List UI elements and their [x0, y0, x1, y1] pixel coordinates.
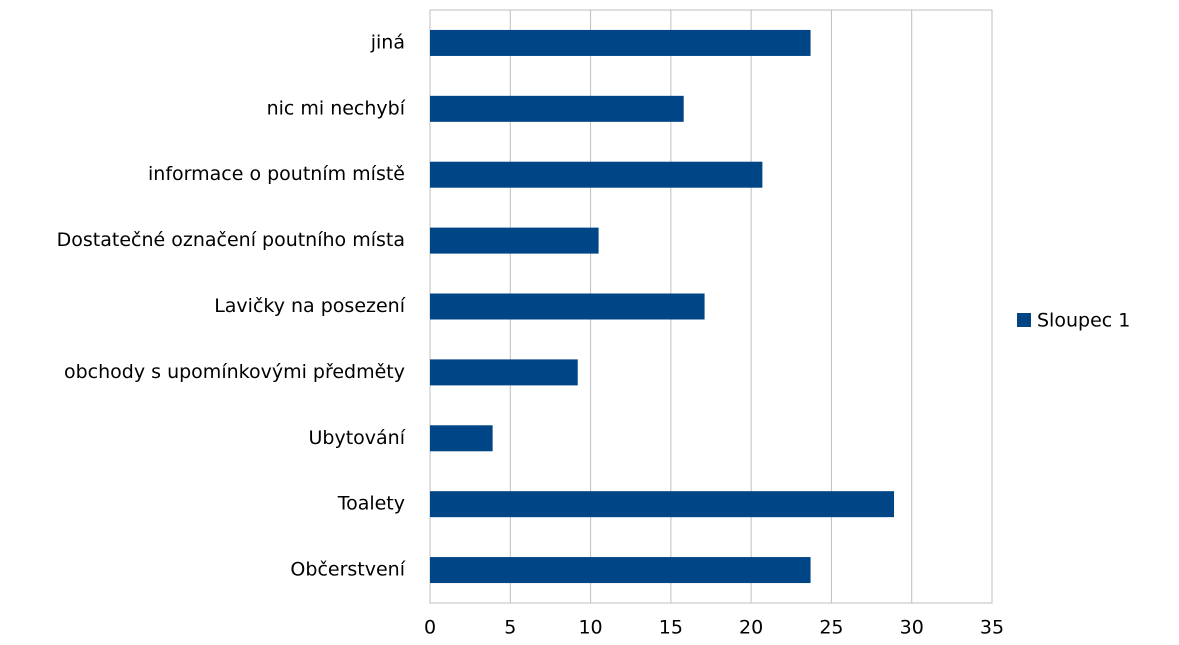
bar	[430, 557, 811, 584]
legend-swatch	[1017, 313, 1031, 327]
y-tick-label: Dostatečné označení poutního místa	[57, 229, 405, 251]
y-tick-label: obchody s upomínkovými předměty	[64, 361, 405, 383]
x-tick-label: 30	[900, 617, 924, 639]
x-tick-label: 25	[819, 617, 843, 639]
bar	[430, 95, 684, 122]
y-tick-label: Toalety	[337, 493, 405, 515]
y-tick-label: Ubytování	[309, 427, 406, 449]
y-tick-label: jiná	[370, 31, 405, 53]
x-tick-label: 20	[739, 617, 763, 639]
bar	[430, 293, 705, 320]
y-tick-label: nic mi nechybí	[267, 97, 406, 119]
bar	[430, 161, 763, 188]
x-tick-label: 0	[424, 617, 436, 639]
bar	[430, 491, 895, 518]
y-tick-label: Lavičky na posezení	[214, 295, 406, 317]
y-tick-label: informace o poutním místě	[148, 163, 405, 185]
bar	[430, 425, 493, 452]
bar	[430, 359, 578, 386]
legend-label: Sloupec 1	[1037, 310, 1130, 332]
bar	[430, 29, 811, 56]
x-tick-label: 35	[980, 617, 1004, 639]
x-tick-label: 10	[578, 617, 602, 639]
y-tick-label: Občerstvení	[290, 559, 405, 581]
bar	[430, 227, 599, 254]
x-tick-label: 5	[504, 617, 516, 639]
x-tick-label: 15	[659, 617, 683, 639]
